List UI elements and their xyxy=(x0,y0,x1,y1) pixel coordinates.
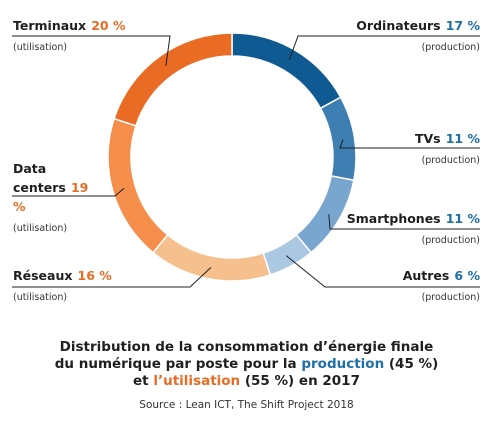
slice-smartphones xyxy=(295,175,355,254)
label-tvs: TVs 11 % (production) xyxy=(414,131,480,166)
group-ordinateurs: (production) xyxy=(421,42,480,53)
leader-line-r-seaux xyxy=(12,267,212,288)
leader-line-tvs xyxy=(339,139,480,149)
value-data-centers: 19 % xyxy=(13,180,89,214)
label-autres: Autres 6 % (production) xyxy=(402,268,480,303)
slice-terminaux xyxy=(113,32,233,127)
value-reseaux: 16 % xyxy=(77,268,112,283)
group-tvs: (production) xyxy=(421,155,480,166)
value-tvs: 11 % xyxy=(445,131,480,146)
leader-line-data-centers xyxy=(12,188,125,197)
leader-line-smartphones xyxy=(328,214,480,230)
slice-data-centers xyxy=(107,117,169,254)
value-autres: 6 % xyxy=(454,268,480,283)
title-line-2: du numérique par poste pour la productio… xyxy=(54,356,439,372)
title-highlight-utilisation: l’utilisation xyxy=(153,373,241,389)
value-ordinateurs: 17 % xyxy=(445,18,480,33)
leader-line-ordinateurs xyxy=(288,35,480,61)
chart-source: Source : Lean ICT, The Shift Project 201… xyxy=(139,399,354,411)
slice-tvs xyxy=(319,96,357,182)
group-smartphones: (production) xyxy=(421,235,480,246)
group-autres: (production) xyxy=(421,292,480,303)
label-reseaux: Réseaux 16 % (utilisation) xyxy=(13,268,112,303)
label-data-centers: Data centers 19 % (utilisation) xyxy=(13,158,103,234)
label-terminaux: Terminaux 20 % (utilisation) xyxy=(13,18,126,53)
group-data-centers: (utilisation) xyxy=(13,223,68,234)
value-terminaux: 20 % xyxy=(91,18,126,33)
group-reseaux: (utilisation) xyxy=(13,292,68,303)
title-line-1: Distribution de la consommation d’énergi… xyxy=(59,339,434,355)
title-highlight-production: production xyxy=(301,356,385,372)
title-line-3: et l’utilisation (55 %) en 2017 xyxy=(133,373,360,389)
slice-ordinateurs xyxy=(231,32,342,110)
value-smartphones: 11 % xyxy=(445,211,480,226)
leader-line-autres xyxy=(285,255,480,288)
group-terminaux: (utilisation) xyxy=(13,42,68,53)
chart-title: Distribution de la consommation d’énergi… xyxy=(0,339,493,390)
label-smartphones: Smartphones 11 % (production) xyxy=(346,211,480,246)
label-ordinateurs: Ordinateurs 17 % (production) xyxy=(356,18,480,53)
slice-r-seaux xyxy=(151,233,272,282)
leader-line-terminaux xyxy=(12,35,171,67)
